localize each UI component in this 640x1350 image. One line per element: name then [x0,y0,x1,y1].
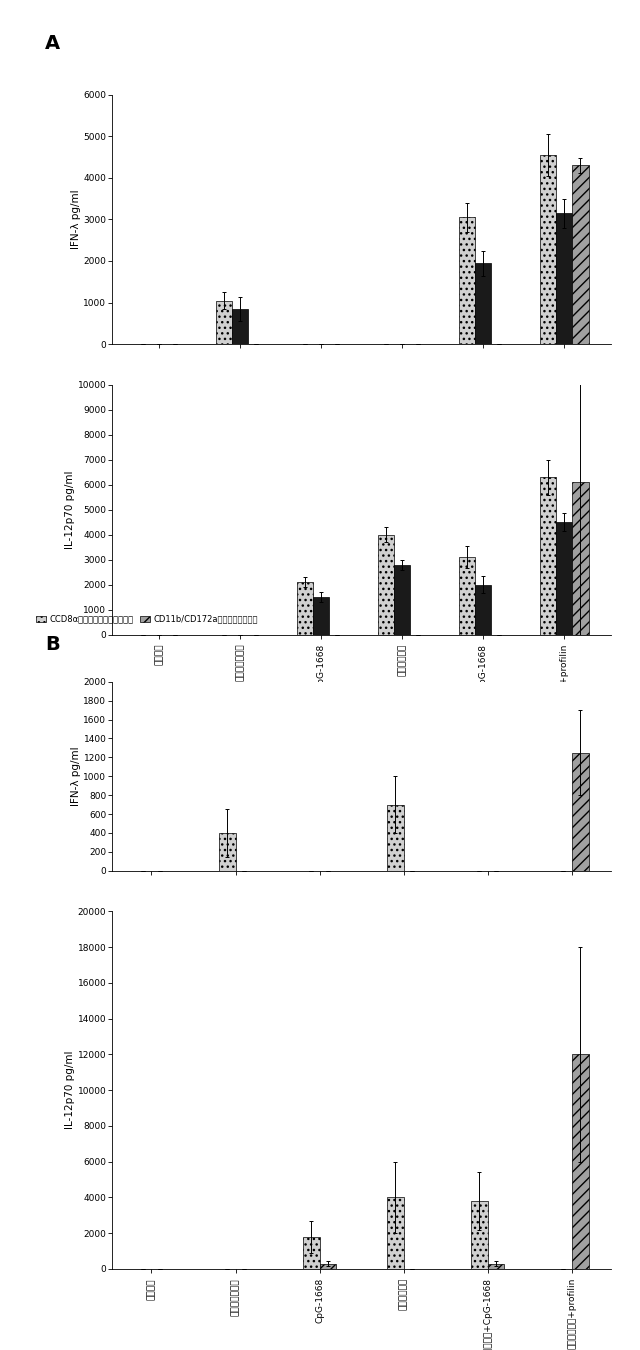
Bar [475,585,492,634]
Text: B: B [45,634,60,653]
Bar [303,1237,319,1269]
Bar [540,477,556,634]
Bar [572,753,589,871]
Bar [556,522,572,634]
Bar [313,597,329,634]
Text: A: A [45,34,60,53]
Y-axis label: IL-12p70 pg/ml: IL-12p70 pg/ml [65,1050,75,1130]
Y-axis label: IFN-λ pg/ml: IFN-λ pg/ml [70,747,81,806]
Bar [471,1202,488,1269]
Bar [319,1264,337,1269]
Y-axis label: IL-12p70 pg/ml: IL-12p70 pg/ml [65,470,75,549]
Bar [394,564,410,634]
Bar [488,1264,504,1269]
Bar [378,535,394,634]
Bar [387,1197,404,1269]
Bar [297,582,313,634]
Legend: CCD8α従来型樹状細胞の等僕物, CD11b/CD172a高従来型樹状細胞: CCD8α従来型樹状細胞の等僕物, CD11b/CD172a高従来型樹状細胞 [36,614,258,624]
Y-axis label: IFN-λ pg/ml: IFN-λ pg/ml [70,189,81,250]
Bar [216,301,232,344]
Bar [459,217,475,344]
Bar [475,263,492,344]
Bar [387,805,404,871]
Bar [572,482,589,634]
Bar [459,558,475,634]
Bar [556,213,572,344]
Bar [572,1054,589,1269]
Bar [572,165,589,344]
Bar [232,309,248,344]
Bar [219,833,236,871]
Bar [540,155,556,344]
